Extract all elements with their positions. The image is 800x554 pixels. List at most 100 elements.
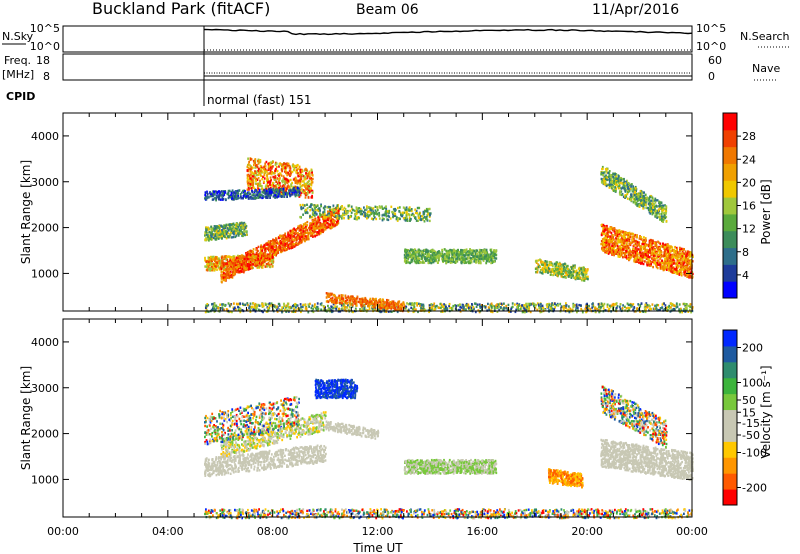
range-cell [434,308,436,310]
range-cell [278,175,280,177]
range-cell [443,308,445,310]
range-cell [649,305,651,307]
range-cell [385,214,387,216]
range-cell [255,164,257,166]
range-cell [225,198,227,200]
range-cell [401,215,403,217]
range-cell [303,223,305,225]
range-cell [239,229,241,231]
range-cell [437,251,439,253]
range-cell [469,248,471,250]
range-cell [290,179,292,181]
range-cell [338,217,340,219]
range-cell [690,303,692,305]
nsky-tick-high: 10^5 [30,22,60,35]
range-cell [654,307,656,309]
range-cell [320,205,322,207]
range-cell [385,205,387,207]
range-cell [641,302,643,304]
range-cell [302,204,304,206]
range-cell [421,304,423,306]
range-cell [271,243,273,245]
range-cell [414,260,416,262]
range-cell [302,190,304,192]
range-cell [478,262,480,264]
range-cell [678,308,680,310]
range-cell [223,272,225,274]
range-cell [498,303,500,305]
range-cell [298,191,300,193]
range-cell [416,262,418,264]
range-cell [213,263,215,265]
range-cell [273,242,275,244]
range-cell [446,252,448,254]
range-cell [307,191,309,193]
nsearch-tick-high: 10^5 [696,22,726,35]
range-cell [288,173,290,175]
range-cell [395,215,397,217]
range-cell [327,219,329,221]
range-cell [647,304,649,306]
range-cell [240,197,242,199]
range-cell [300,207,302,209]
range-cell [235,190,237,192]
range-cell [223,276,225,278]
freq-tick-low: 8 [43,70,50,83]
range-cell [239,255,241,257]
range-cell [312,209,314,211]
range-cell [341,217,343,219]
range-cell [265,197,267,199]
range-cell [428,253,430,255]
range-cell [272,182,274,184]
range-cell [254,166,256,168]
range-cell [285,243,287,245]
range-cell [269,197,271,199]
range-cell [254,161,256,163]
range-cell [414,258,416,260]
range-cell [344,306,346,308]
range-cell [246,233,248,235]
range-cell [236,195,238,197]
range-cell [242,227,244,229]
range-cell [437,261,439,263]
range-cell [251,306,253,308]
range-cell [313,228,315,230]
range-cell [263,181,265,183]
range-cell [274,170,276,172]
range-cell [300,194,302,196]
range-cell [276,162,278,164]
range-cell [324,208,326,210]
range-cell [293,165,295,167]
range-cell [262,266,264,268]
range-cell [204,234,206,236]
range-cell [490,256,492,258]
range-cell [243,266,245,268]
range-cell [269,188,271,190]
range-cell [406,219,408,221]
range-cell [232,260,234,262]
range-cell [207,197,209,199]
range-cell [308,306,310,308]
range-cell [354,213,356,215]
range-cell [245,223,247,225]
range-cell [302,238,304,240]
range-cell [330,216,332,218]
range-cell [425,260,427,262]
range-cell [221,229,223,231]
range-cell [255,182,257,184]
range-cell [226,308,228,310]
range-cell [689,306,691,308]
range-cell [209,258,211,260]
range-cell [514,303,516,305]
range-cell [248,261,250,263]
range-cell [333,214,335,216]
range-cell [411,259,413,261]
range-cell [217,307,219,309]
range-cell [418,258,420,260]
range-cell [271,246,273,248]
range-cell [228,229,230,231]
range-cell [290,167,292,169]
range-cell [269,242,271,244]
range-cell [279,163,281,165]
range-cell [471,249,473,251]
